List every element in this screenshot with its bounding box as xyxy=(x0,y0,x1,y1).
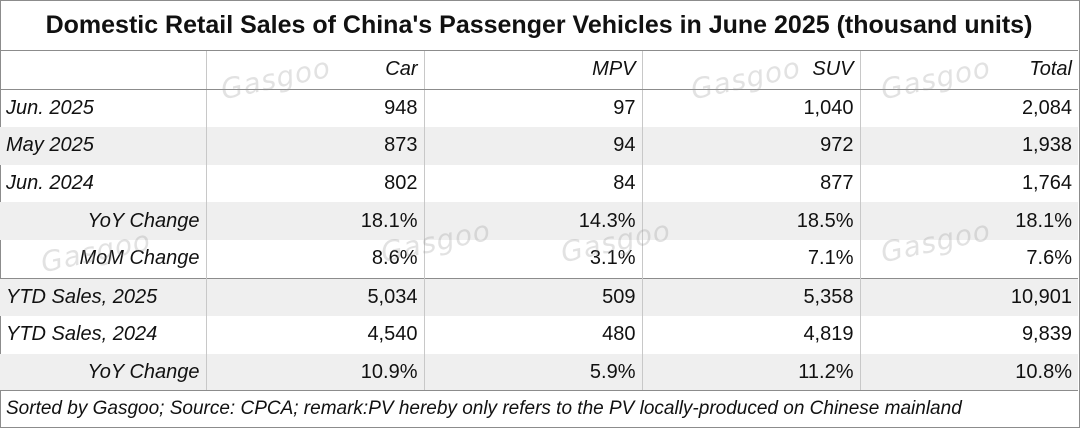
cell-total: 1,938 xyxy=(860,127,1078,165)
cell-car: 10.9% xyxy=(206,353,425,392)
cell-mpv: 94 xyxy=(424,127,643,165)
cell-car: 873 xyxy=(206,127,425,165)
cell-car: 4,540 xyxy=(206,316,425,354)
source-footer: Sorted by Gasgoo; Source: CPCA; remark:P… xyxy=(0,390,1078,426)
cell-mpv: 3.1% xyxy=(424,239,643,279)
cell-car: 802 xyxy=(206,164,425,203)
cell-mpv: 14.3% xyxy=(424,202,643,240)
cell-suv: 5,358 xyxy=(642,277,861,317)
table-title: Domestic Retail Sales of China's Passeng… xyxy=(0,0,1078,51)
cell-suv: 7.1% xyxy=(642,239,861,279)
cell-car: 8.6% xyxy=(206,239,425,279)
cell-car: 18.1% xyxy=(206,202,425,240)
cell-total: 1,764 xyxy=(1021,172,1072,195)
table-row: Jun. 2025 948 97 1,040 2,084 xyxy=(0,89,1078,128)
cell-mpv: 97 xyxy=(424,89,643,128)
cell-suv: 972 xyxy=(642,127,861,165)
header-cell-total: Total xyxy=(860,51,1078,90)
row-label: Jun. 2024 xyxy=(0,164,207,203)
table-row: May 2025 873 94 972 1,938 xyxy=(0,127,1078,165)
cell-suv: 11.2% xyxy=(642,353,861,392)
cell-car: 948 xyxy=(206,89,425,128)
header-cell-mpv: MPV xyxy=(424,51,643,90)
table-row: YoY Change 10.9% 5.9% 11.2% 10.8% xyxy=(0,353,1078,392)
cell-total: 2,084 xyxy=(1021,96,1072,119)
header-cell-car: Car xyxy=(206,51,425,90)
cell-total: 9,839 xyxy=(1021,323,1072,346)
row-label: YoY Change xyxy=(0,202,207,240)
cell-mpv: 84 xyxy=(424,164,643,203)
row-label: May 2025 xyxy=(0,127,207,165)
row-label: YTD Sales, 2025 xyxy=(0,277,207,317)
cell-suv: 1,040 xyxy=(642,89,861,128)
cell-total: 10,901 xyxy=(860,277,1078,317)
header-cell-suv: SUV xyxy=(642,51,861,90)
row-label: YoY Change xyxy=(0,353,207,392)
header-cell-blank xyxy=(0,51,207,90)
cell-total: 10.8% xyxy=(860,353,1078,392)
cell-car: 5,034 xyxy=(206,277,425,317)
cell-total: 18.1% xyxy=(860,202,1078,240)
sales-table: Car MPV SUV Total Jun. 2025 948 97 1,040… xyxy=(0,51,1078,392)
row-label: MoM Change xyxy=(0,239,207,279)
table-row: Jun. 2024 802 84 877 1,764 xyxy=(0,164,1078,203)
row-label: Jun. 2025 xyxy=(0,89,207,128)
cell-mpv: 480 xyxy=(424,316,643,354)
cell-suv: 4,819 xyxy=(642,316,861,354)
header-row: Car MPV SUV Total xyxy=(0,51,1078,90)
cell-total: 7.6% xyxy=(1026,247,1072,270)
table-row: MoM Change 8.6% 3.1% 7.1% 7.6% xyxy=(0,239,1078,279)
row-label: YTD Sales, 2024 xyxy=(0,316,207,354)
table-row: YTD Sales, 2024 4,540 480 4,819 9,839 xyxy=(0,316,1078,354)
cell-mpv: 5.9% xyxy=(424,353,643,392)
table-row: YTD Sales, 2025 5,034 509 5,358 10,901 xyxy=(0,277,1078,317)
cell-suv: 877 xyxy=(642,164,861,203)
cell-suv: 18.5% xyxy=(642,202,861,240)
cell-mpv: 509 xyxy=(424,277,643,317)
table-row: YoY Change 18.1% 14.3% 18.5% 18.1% xyxy=(0,202,1078,240)
